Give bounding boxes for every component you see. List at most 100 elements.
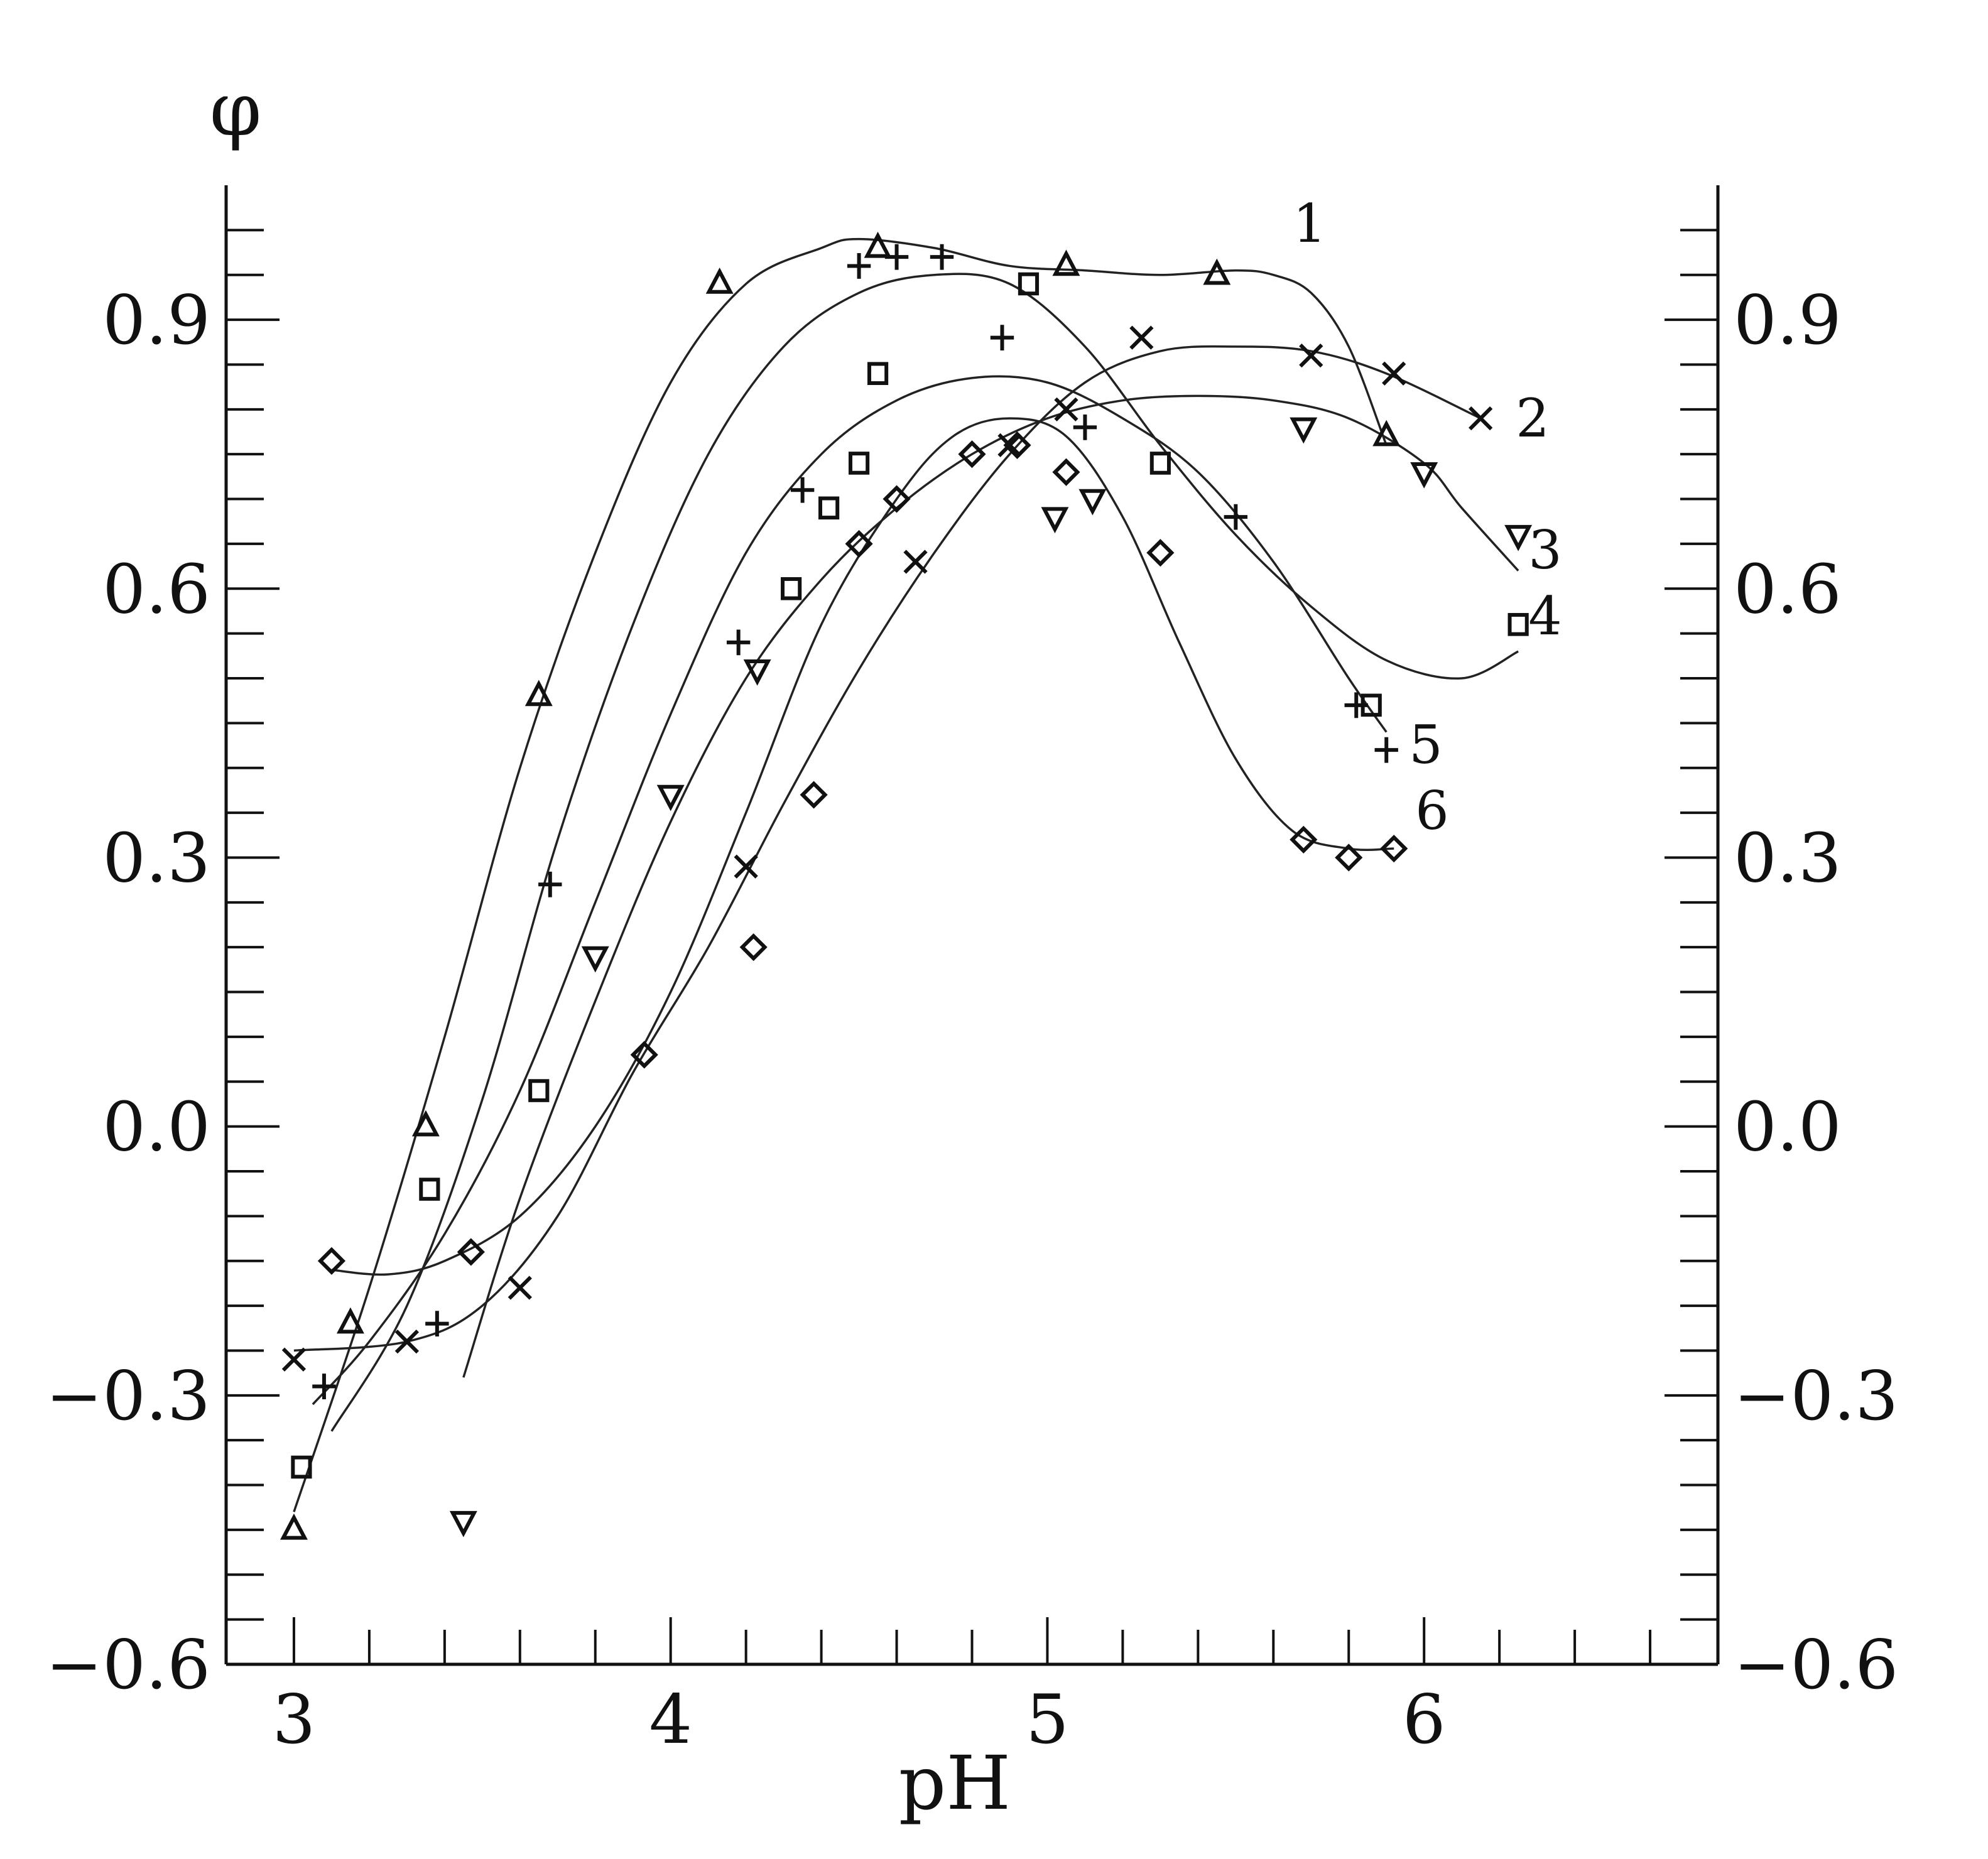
x-tick-label: 6 <box>1403 1681 1446 1759</box>
series-6-label: 6 <box>1415 780 1448 842</box>
y-tick-label-right: 0.3 <box>1734 819 1842 897</box>
series-6-point <box>800 781 828 809</box>
series-5-point <box>1344 692 1368 718</box>
series-6-curve <box>331 417 1394 1276</box>
series-5-point <box>538 871 562 897</box>
series-3-curve <box>462 394 1519 1378</box>
series-2-point <box>734 854 758 879</box>
series-6-point <box>630 1041 658 1069</box>
series-1-point <box>524 680 553 707</box>
series-2-point <box>394 1330 420 1354</box>
series-1-point <box>1203 258 1231 285</box>
series-4-point <box>818 496 840 520</box>
series-4-point <box>528 1079 550 1102</box>
y-tick-label-left: 0.6 <box>102 550 210 629</box>
series-1-point <box>280 1513 308 1540</box>
series-4-point <box>419 1178 440 1201</box>
series-6-point <box>317 1247 346 1275</box>
series-5-point <box>790 477 815 503</box>
series-3-point <box>449 1510 477 1537</box>
series-4-point <box>1149 452 1171 475</box>
series-3-point <box>1041 507 1069 534</box>
series-5-curve <box>312 375 1388 1406</box>
series-5-point <box>884 244 909 270</box>
series-5-point <box>990 325 1014 351</box>
series-4-point <box>291 1455 312 1479</box>
series-2-point <box>1469 406 1493 431</box>
series-1-point <box>705 268 734 294</box>
series-6-point <box>1052 458 1080 486</box>
series-1-curve <box>293 237 1388 1512</box>
series-6-point <box>739 933 768 962</box>
y-tick-label-right: 0.0 <box>1734 1088 1842 1167</box>
y-tick-label-right: 0.6 <box>1734 550 1842 629</box>
series-3-point <box>1410 462 1438 489</box>
series-6-point <box>845 529 873 558</box>
series-5-point <box>847 253 871 279</box>
series-2-curve <box>293 345 1481 1352</box>
series-5-point <box>1073 414 1097 440</box>
series-1-point <box>411 1110 440 1137</box>
series-4-point <box>781 577 802 600</box>
x-tick-label: 5 <box>1026 1681 1069 1759</box>
series-markers <box>280 231 1533 1540</box>
series-1-point <box>1372 420 1401 447</box>
series-4-point <box>1018 272 1040 296</box>
series-2-point <box>281 1347 307 1372</box>
series-5-point <box>425 1311 449 1337</box>
series-2-point <box>1129 325 1154 350</box>
series-3-point <box>743 659 771 686</box>
series-6-point <box>883 485 911 513</box>
series-1-point <box>864 231 892 258</box>
series-4-label: 4 <box>1528 585 1562 647</box>
series-curves <box>293 237 1519 1512</box>
series-5-point <box>1224 504 1248 530</box>
series-5-label: 5 <box>1409 714 1442 776</box>
series-6-point <box>958 440 986 469</box>
axis-labels: φ pH −0.6 −0.6 −0.3 −0.3 0.0 0.0 0.3 0.3 0.6 0.6 0… <box>46 66 1899 1826</box>
x-tick-label: 4 <box>649 1681 692 1759</box>
series-3-point <box>656 784 685 811</box>
y-tick-label-left: 0.9 <box>102 281 210 360</box>
y-axis-symbol: φ <box>210 66 262 153</box>
series-3-point <box>1504 524 1533 551</box>
series-3-label: 3 <box>1528 519 1562 581</box>
series-2-label: 2 <box>1516 388 1549 449</box>
series-5-point <box>930 244 954 270</box>
y-tick-label-right: −0.6 <box>1734 1626 1898 1705</box>
series-2-point <box>508 1276 532 1300</box>
series-6-point <box>1003 431 1031 460</box>
y-tick-label-left: 0.0 <box>102 1088 210 1167</box>
axis-ticks <box>226 229 1718 1666</box>
series-5-point <box>1374 737 1398 763</box>
series-4-point <box>1507 613 1529 636</box>
series-6-point <box>457 1238 485 1266</box>
series-2-point <box>903 550 928 574</box>
plot-frame <box>224 185 1720 1666</box>
series-1-label: 1 <box>1293 193 1326 254</box>
series-1-point <box>336 1307 364 1334</box>
series-4-curve <box>330 273 1519 1432</box>
series-3-point <box>581 946 609 973</box>
series-6-point <box>1380 835 1408 863</box>
series-4-point <box>848 452 870 475</box>
series-5-point <box>726 629 751 656</box>
series-2-point <box>1382 361 1406 386</box>
series-4-point <box>867 362 889 386</box>
y-tick-label-left: 0.3 <box>102 819 210 897</box>
y-tick-label-left: −0.6 <box>46 1626 210 1705</box>
series-3-point <box>1078 489 1107 516</box>
y-tick-label-right: 0.9 <box>1734 281 1842 360</box>
series-1-point <box>1052 249 1080 276</box>
series-3-point <box>1290 417 1318 444</box>
x-axis-title: pH <box>899 1740 1011 1826</box>
series-2-point <box>1054 397 1078 421</box>
series-6-point <box>1335 843 1363 872</box>
series-5-point <box>312 1374 336 1399</box>
y-tick-label-left: −0.3 <box>46 1357 210 1436</box>
y-tick-label-right: −0.3 <box>1734 1357 1898 1436</box>
series-6-point <box>1146 539 1175 567</box>
series-2-point <box>1299 344 1323 368</box>
